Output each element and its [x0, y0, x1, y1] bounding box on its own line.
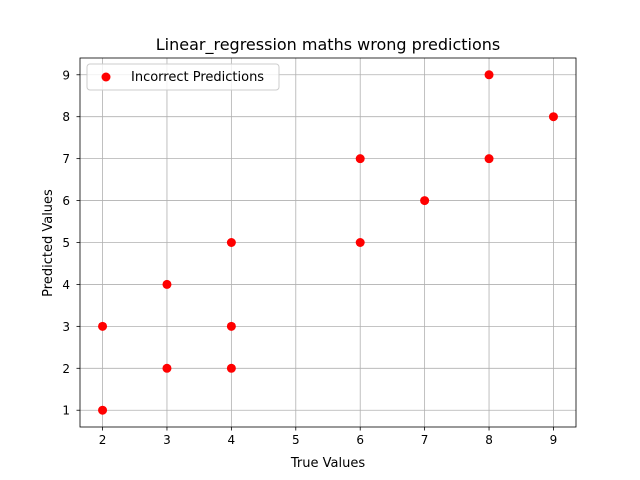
y-tick-label: 7 — [62, 152, 70, 166]
data-point — [420, 196, 430, 206]
x-tick-label: 6 — [356, 433, 364, 447]
x-tick-label: 5 — [292, 433, 300, 447]
legend-box — [86, 63, 280, 91]
data-point — [484, 154, 494, 164]
data-point — [548, 112, 558, 122]
data-point — [98, 405, 108, 415]
y-tick-label: 2 — [62, 362, 70, 376]
legend-marker — [101, 72, 111, 82]
legend-label: Incorrect Predictions — [131, 70, 264, 85]
grid — [80, 58, 576, 427]
data-point — [355, 154, 365, 164]
x-tick-label: 7 — [421, 433, 429, 447]
data-point — [226, 363, 236, 373]
data-point — [484, 70, 494, 80]
y-tick-label: 4 — [62, 278, 70, 292]
x-tick-label: 8 — [485, 433, 493, 447]
data-point — [226, 321, 236, 331]
y-tick-label: 6 — [62, 194, 70, 208]
legend: Incorrect Predictions — [86, 63, 280, 91]
data-point — [162, 363, 172, 373]
y-tick-label: 3 — [62, 320, 70, 334]
x-tick-label: 3 — [163, 433, 171, 447]
data-point — [355, 238, 365, 247]
x-axis-label: True Values — [290, 456, 365, 471]
data-point — [226, 238, 236, 247]
y-tick-label: 1 — [62, 404, 70, 418]
data-point — [98, 321, 108, 331]
y-tick-label: 9 — [62, 68, 70, 82]
x-tick-label: 9 — [550, 433, 558, 447]
chart-title: Linear_regression maths wrong prediction… — [156, 35, 500, 55]
x-axis-ticks: 2 3 4 5 6 7 8 9 — [99, 427, 558, 447]
x-tick-label: 4 — [228, 433, 236, 447]
y-tick-label: 8 — [62, 110, 70, 124]
x-tick-label: 2 — [99, 433, 107, 447]
data-point — [162, 279, 172, 289]
y-tick-label: 5 — [62, 236, 70, 250]
y-axis-ticks: 1 2 3 4 5 6 7 8 9 — [62, 68, 80, 418]
data-points — [98, 70, 558, 415]
y-axis-label: Predicted Values — [41, 189, 56, 297]
